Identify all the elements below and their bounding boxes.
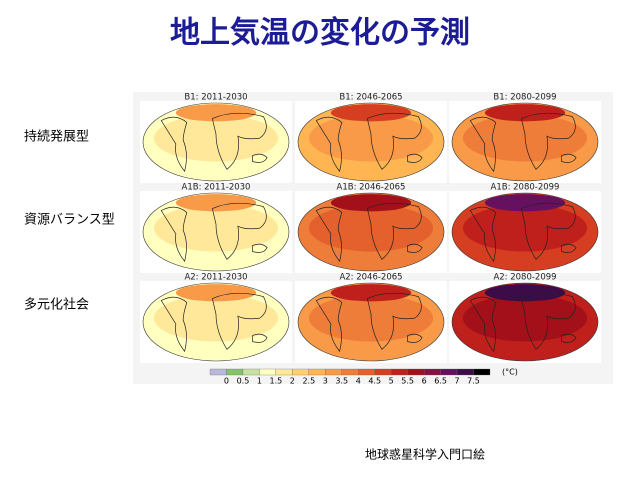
- panel-title: B1: 2046-2065: [339, 93, 402, 103]
- colorbar-swatch: [456, 368, 474, 376]
- colorbar-tick-label: 2.5: [302, 377, 315, 386]
- colorbar-swatch: [473, 368, 491, 376]
- colorbar-swatch: [226, 368, 244, 376]
- colorbar-swatch: [341, 368, 359, 376]
- row-label: 資源バランス型: [24, 213, 115, 228]
- map-polar-zone: [175, 104, 257, 122]
- colorbar-tick-label: 5: [389, 377, 394, 386]
- map-coastline: [315, 202, 423, 263]
- map-polar-zone: [484, 284, 566, 302]
- panel-title: A1B: 2046-2065: [337, 183, 406, 193]
- colorbar-tick-label: 7: [455, 377, 460, 386]
- colorbar-tick-label: 0: [224, 377, 229, 386]
- map-coastline: [160, 202, 268, 263]
- map-coastline: [469, 112, 577, 173]
- map-polar-zone: [330, 284, 412, 302]
- colorbar-tick-label: 6.5: [434, 377, 447, 386]
- panel-title: A1B: 2011-2030: [182, 183, 251, 193]
- map-polar-zone: [175, 284, 257, 302]
- colorbar-swatch: [292, 368, 309, 376]
- colorbar-swatch: [374, 368, 392, 376]
- panel-title: B1: 2011-2030: [184, 93, 247, 103]
- colorbar-swatch: [308, 368, 326, 376]
- map-coastline: [469, 292, 577, 353]
- panel-title: A2: 2046-2065: [339, 273, 402, 283]
- colorbar-tick-label: 1.5: [270, 377, 283, 386]
- colorbar-swatch: [407, 368, 425, 376]
- panel-title: A1B: 2080-2099: [491, 183, 560, 193]
- map-polar-zone: [484, 104, 566, 122]
- colorbar-swatch: [358, 368, 375, 376]
- row-label: 持続発展型: [24, 130, 89, 145]
- panel-title: B1: 2080-2099: [493, 93, 556, 103]
- map-polar-zone: [330, 104, 412, 122]
- map-coastline: [160, 112, 268, 173]
- colorbar-swatch: [325, 368, 342, 376]
- colorbar-tick-label: 5.5: [401, 377, 414, 386]
- map-coastline: [469, 202, 577, 263]
- colorbar-swatch: [259, 368, 277, 376]
- colorbar-tick-label: 2: [290, 377, 295, 386]
- map-coastline: [315, 112, 423, 173]
- map-coastline: [160, 292, 268, 353]
- map-polar-zone: [175, 194, 257, 212]
- slide-title: 地上気温の変化の予測: [170, 16, 470, 51]
- source-credit: 地球惑星科学入門口絵: [365, 447, 485, 462]
- colorbar-swatch: [391, 368, 408, 376]
- colorbar-swatch: [209, 368, 227, 376]
- colorbar-unit: (°C): [502, 368, 518, 377]
- colorbar-swatch: [423, 368, 441, 376]
- colorbar-tick-label: 3: [323, 377, 328, 386]
- colorbar-swatch: [440, 368, 458, 376]
- colorbar-tick-label: 4.5: [368, 377, 381, 386]
- panel-title: A2: 2011-2030: [184, 273, 247, 283]
- map-coastline: [315, 292, 423, 353]
- colorbar-tick-label: 1: [257, 377, 262, 386]
- colorbar-tick-label: 3.5: [335, 377, 348, 386]
- colorbar-swatch: [242, 368, 260, 376]
- colorbar-tick-label: 6: [422, 377, 427, 386]
- colorbar-swatch: [275, 368, 293, 376]
- row-label: 多元化社会: [24, 297, 89, 313]
- panel-title: A2: 2080-2099: [493, 273, 556, 283]
- colorbar-tick-label: 7.5: [467, 377, 480, 386]
- colorbar-tick-label: 0.5: [237, 377, 250, 386]
- map-polar-zone: [330, 194, 412, 212]
- map-polar-zone: [484, 194, 566, 212]
- colorbar-tick-label: 4: [356, 377, 361, 386]
